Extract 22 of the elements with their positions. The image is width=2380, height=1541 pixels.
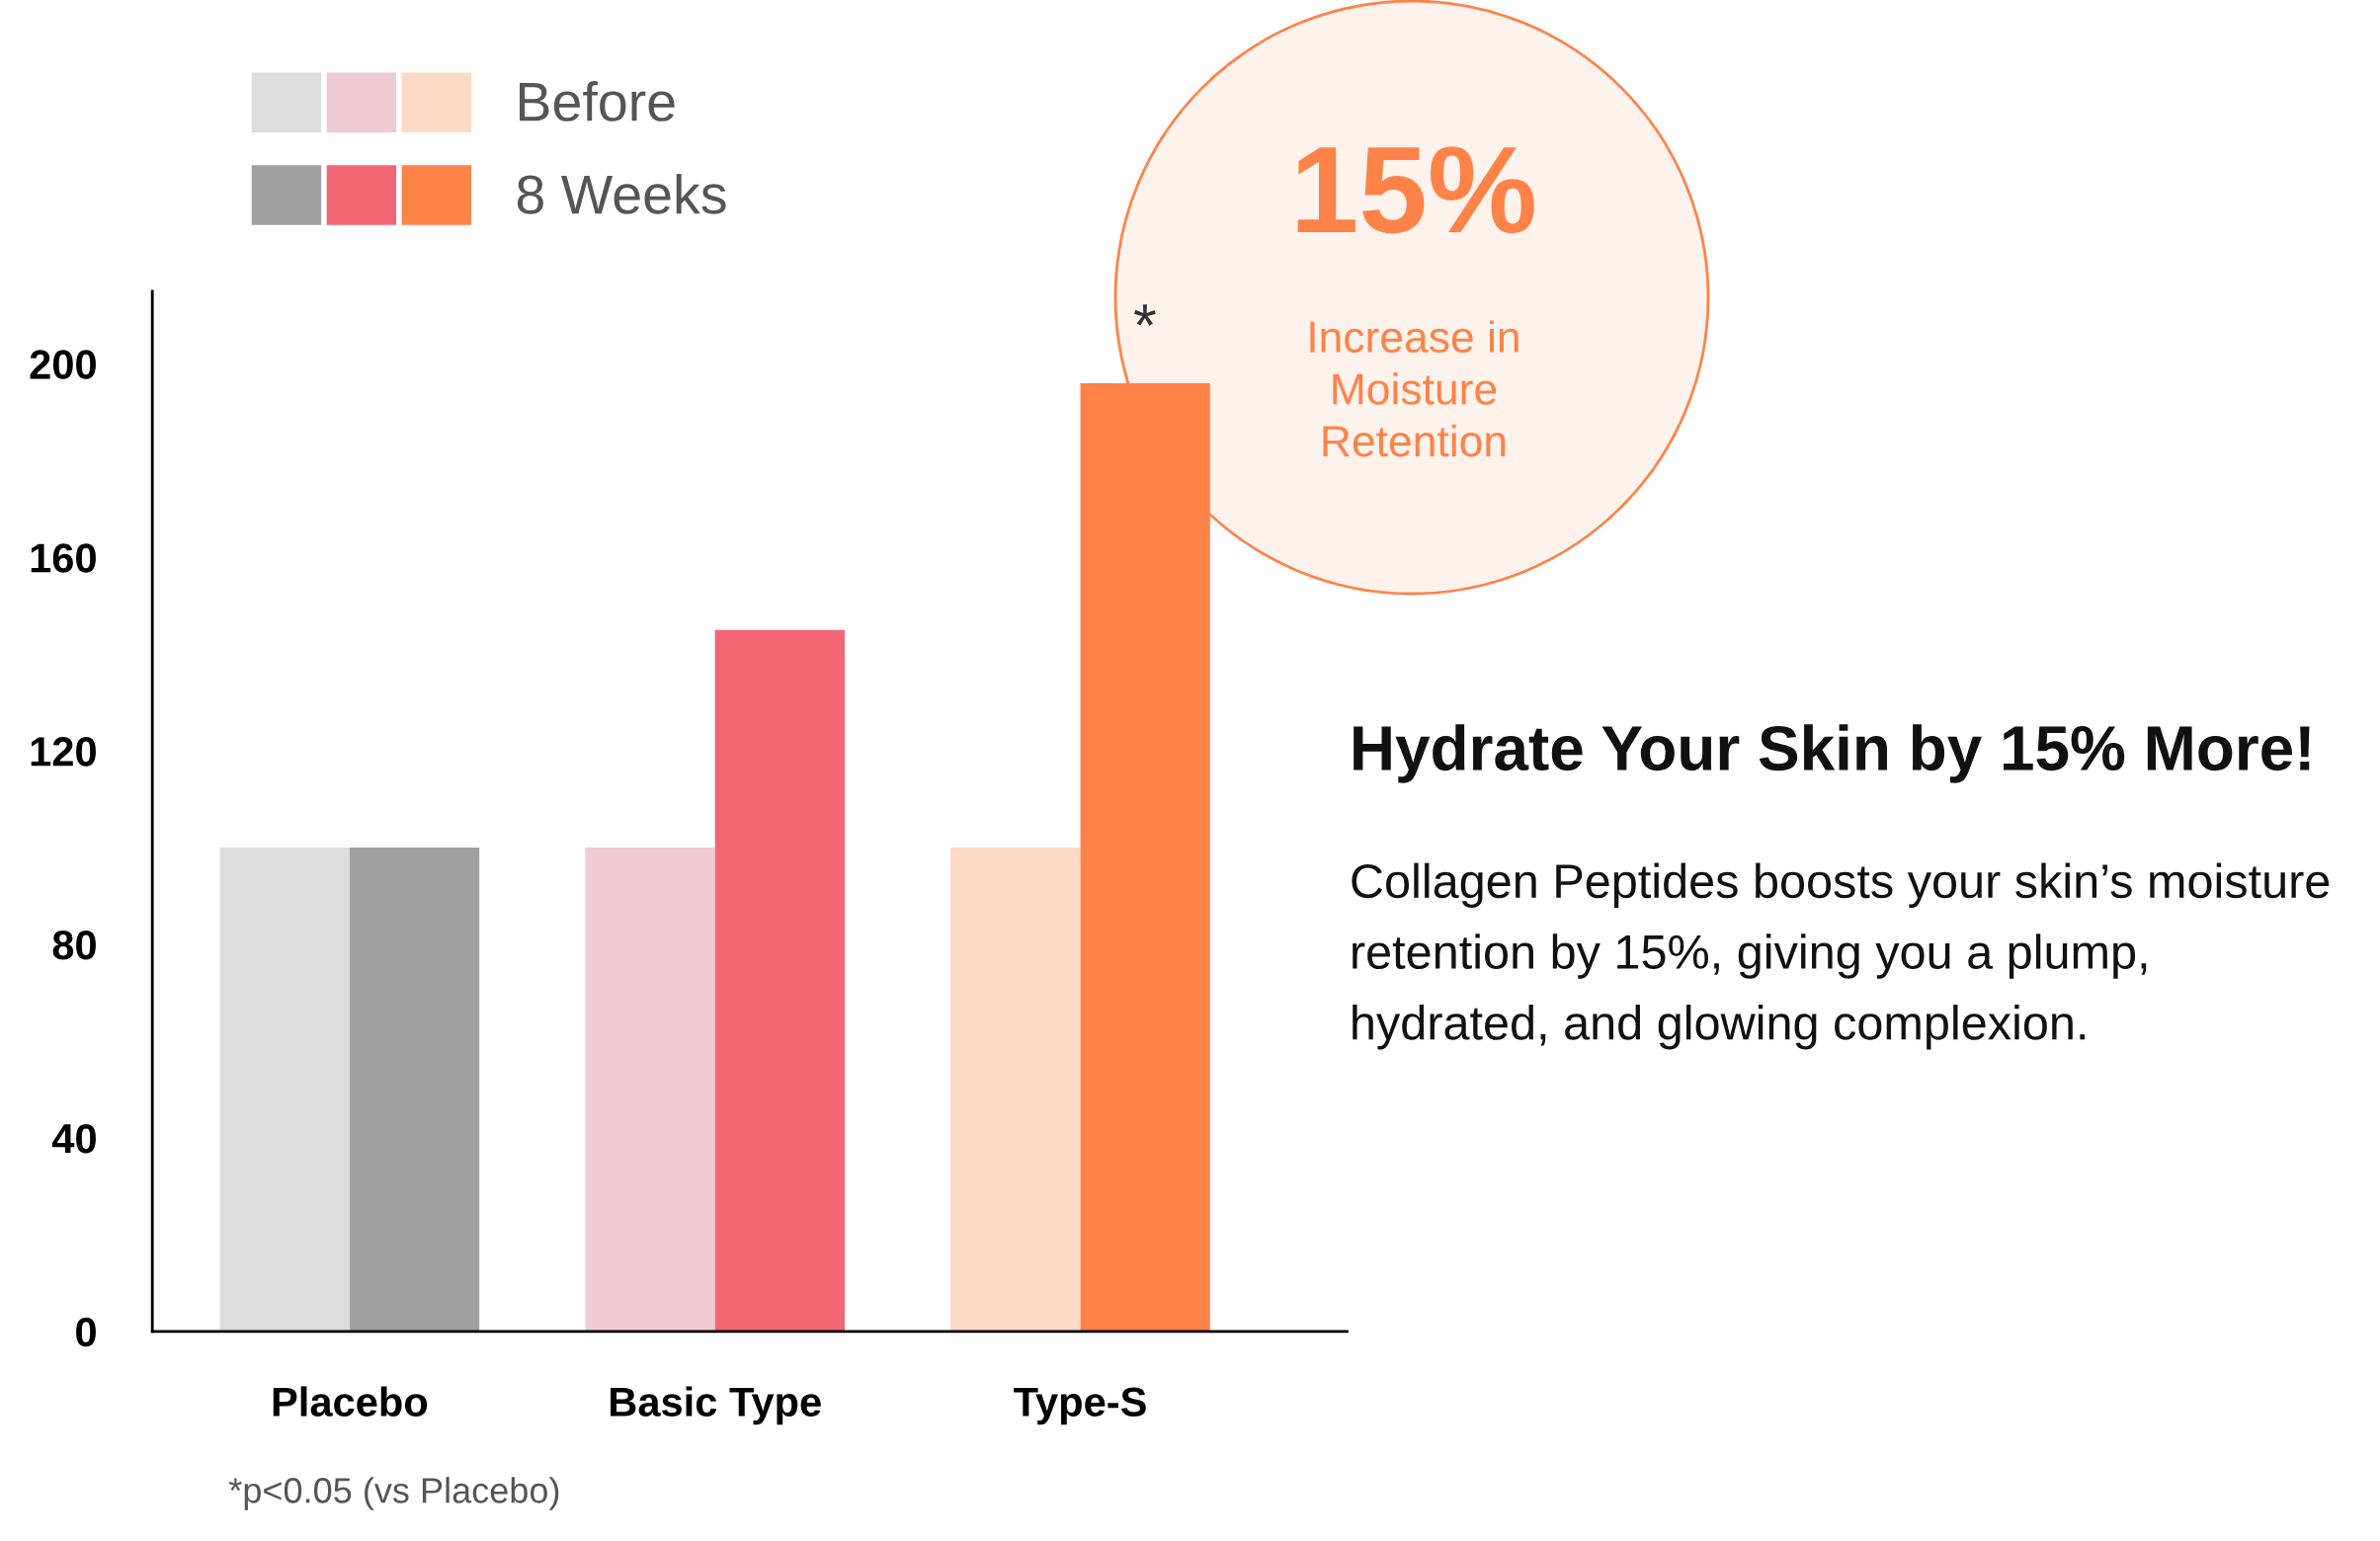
annotation: Increase in Moisture Retention [1310,320,1518,457]
text: Hydrate Your Skin by 15% More! [1354,724,2310,783]
annotation: * [1133,304,1156,326]
bar [714,629,845,1332]
y-tick-label: 0 [76,1317,96,1347]
legend-label: Before [519,81,675,122]
text: 15% [1297,146,1534,234]
y-tick-label: 200 [30,350,96,379]
y-tick-label: 80 [52,931,96,960]
legend-label: 8 Weeks [517,173,726,214]
y-tick-label: 160 [31,543,96,573]
x-tick-label: Type-S [1014,1387,1146,1425]
bar [219,848,350,1332]
bar [950,848,1081,1332]
y-tick-label: 120 [31,737,96,767]
x-tick-label: Placebo [273,1386,428,1417]
y-tick-label: 40 [51,1123,96,1154]
text: *p<0.05 (vs Placebo) [228,1477,559,1510]
text: Collagen Peptides boosts your skin’s moisture retention by 15%, giving you a plump, hydrated, and glowing complexion. [1352,862,2330,1050]
x-tick-label: Basic Type [611,1386,821,1425]
bar [349,848,480,1332]
bar [585,848,715,1332]
